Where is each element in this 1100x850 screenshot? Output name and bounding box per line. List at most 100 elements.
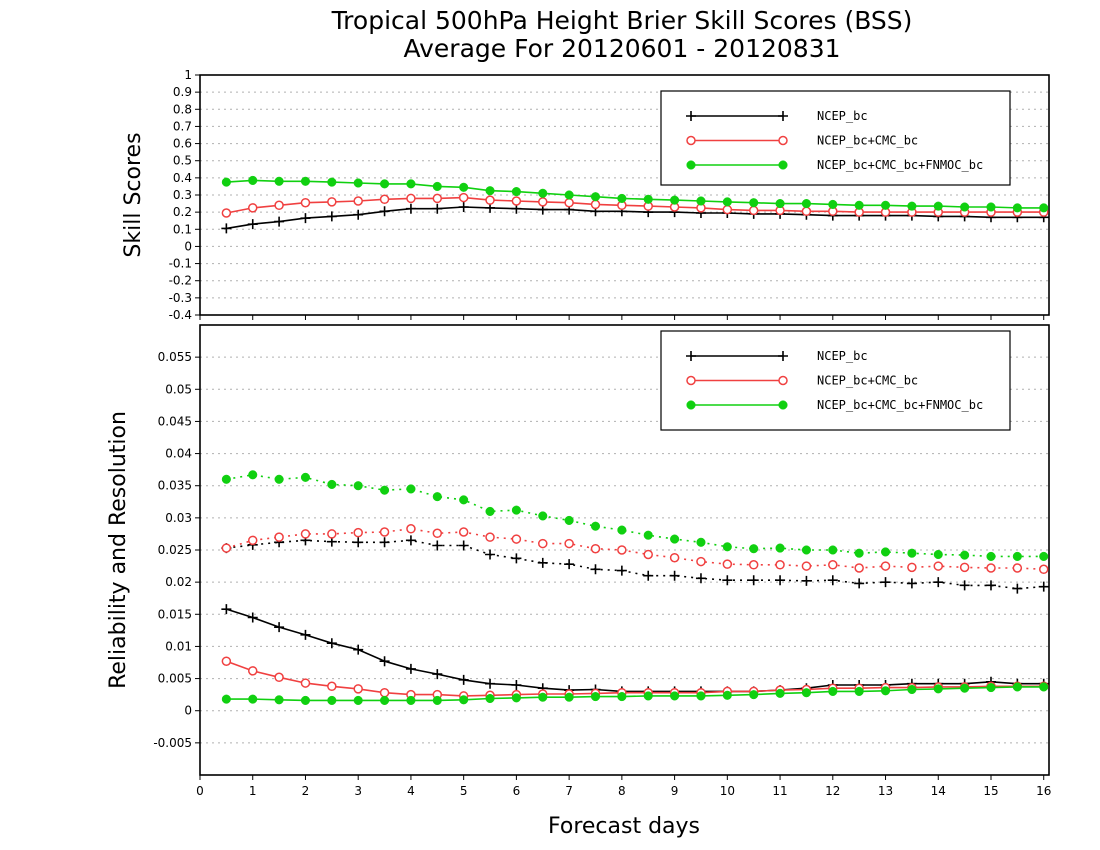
data-point — [854, 200, 864, 210]
legend-marker — [778, 135, 788, 146]
data-point — [564, 538, 574, 549]
y-tick-label: 0.8 — [173, 102, 192, 116]
data-point — [432, 203, 443, 214]
series-ncep-bc-cmc-bc-reliability — [221, 656, 1049, 701]
data-point — [880, 547, 891, 557]
data-point — [986, 551, 996, 561]
data-point — [353, 481, 363, 491]
data-point — [405, 203, 416, 214]
y-tick-label: 0.005 — [158, 672, 192, 686]
data-point — [907, 562, 917, 573]
data-point — [1012, 583, 1023, 594]
legend-marker — [778, 160, 788, 170]
x-tick-label: 12 — [825, 784, 840, 798]
data-point — [854, 578, 865, 589]
data-point — [828, 199, 838, 209]
data-point — [933, 201, 943, 211]
data-point — [300, 695, 311, 705]
data-point — [801, 575, 812, 586]
reliability-resolution-panel: -0.005 0 0.005 0.01 0.015 0.02 0.025 0.03 0.035 0… — [106, 324, 1051, 798]
data-point — [986, 683, 996, 693]
y-tick-label: 1 — [184, 68, 192, 82]
data-point — [1039, 682, 1049, 692]
data-point — [379, 537, 390, 548]
y-tick-label: -0.005 — [153, 736, 192, 750]
data-point — [353, 527, 363, 538]
series-ncep-bc-reliability — [221, 604, 1049, 697]
data-point — [379, 687, 390, 698]
legend-marker — [686, 375, 696, 386]
data-point — [353, 695, 363, 705]
data-point — [538, 188, 548, 198]
data-point — [880, 200, 891, 210]
data-point — [379, 206, 390, 217]
data-point — [380, 179, 390, 189]
y-tick-label: -0.3 — [169, 291, 192, 305]
legend-label: NCEP_bc+CMC_bc+FNMOC_bc — [817, 158, 983, 172]
y-tick-label: 0 — [184, 704, 192, 718]
data-point — [485, 506, 495, 516]
data-point — [537, 557, 548, 568]
series-ncep-bc-cmc-bc-fnmoc-bc — [221, 175, 1049, 213]
chart-title-line1: Tropical 500hPa Height Brier Skill Score… — [331, 6, 913, 35]
data-point — [326, 211, 337, 222]
skill-scores-panel: -0.4 -0.3 -0.2 -0.1 0 0.1 0.2 0.3 0.4 0.5 0.6 0.7 0.… — [121, 68, 1050, 322]
x-tick-label: 3 — [354, 784, 362, 798]
data-point — [485, 693, 495, 704]
data-point — [406, 484, 416, 494]
data-point — [511, 505, 521, 515]
data-point — [801, 688, 811, 698]
x-tick-label: 14 — [931, 784, 946, 798]
data-point — [643, 549, 653, 560]
data-point — [432, 492, 442, 502]
data-point — [300, 472, 311, 482]
data-point — [643, 691, 653, 701]
data-point — [933, 561, 944, 571]
y-tick-label: -0.1 — [169, 257, 192, 271]
series-line — [226, 473, 1044, 558]
data-point — [432, 695, 442, 705]
data-point — [538, 197, 548, 207]
data-point — [933, 549, 943, 560]
chart-title-line2: Average For 20120601 - 20120831 — [403, 34, 840, 63]
data-point — [748, 575, 759, 586]
data-point — [1038, 581, 1049, 592]
data-point — [353, 644, 364, 655]
data-point — [669, 552, 680, 563]
data-point — [801, 199, 811, 209]
data-point — [221, 474, 231, 484]
data-point — [590, 192, 601, 202]
data-point — [380, 695, 390, 705]
y-tick-label: 0.05 — [165, 382, 192, 396]
legend-label: NCEP_bc+CMC_bc — [817, 134, 918, 148]
data-point — [617, 525, 627, 535]
data-point — [538, 692, 548, 702]
data-point — [221, 656, 232, 666]
data-point — [247, 535, 258, 546]
plot-frame — [199, 74, 1050, 316]
x-tick-label: 6 — [513, 784, 521, 798]
data-point — [511, 680, 522, 690]
data-point — [960, 202, 970, 212]
data-point — [406, 193, 416, 204]
data-point — [485, 532, 495, 542]
data-point — [960, 683, 970, 693]
data-point — [775, 688, 785, 698]
data-point — [485, 195, 495, 205]
data-point — [353, 209, 364, 220]
data-point — [458, 674, 469, 685]
x-tick-label: 0 — [196, 784, 204, 798]
data-point — [643, 194, 653, 204]
data-point — [590, 521, 601, 531]
x-tick-label: 10 — [720, 784, 735, 798]
y-tick-label: 0.4 — [173, 171, 192, 185]
y-tick-label: 0.9 — [173, 85, 192, 99]
data-point — [538, 511, 548, 521]
data-point — [960, 550, 970, 560]
x-tick-label: 13 — [878, 784, 893, 798]
data-point — [616, 565, 627, 576]
legend-label: NCEP_bc+CMC_bc — [817, 374, 918, 388]
data-point — [986, 202, 996, 212]
data-point — [670, 691, 680, 701]
legend-marker — [778, 400, 788, 410]
